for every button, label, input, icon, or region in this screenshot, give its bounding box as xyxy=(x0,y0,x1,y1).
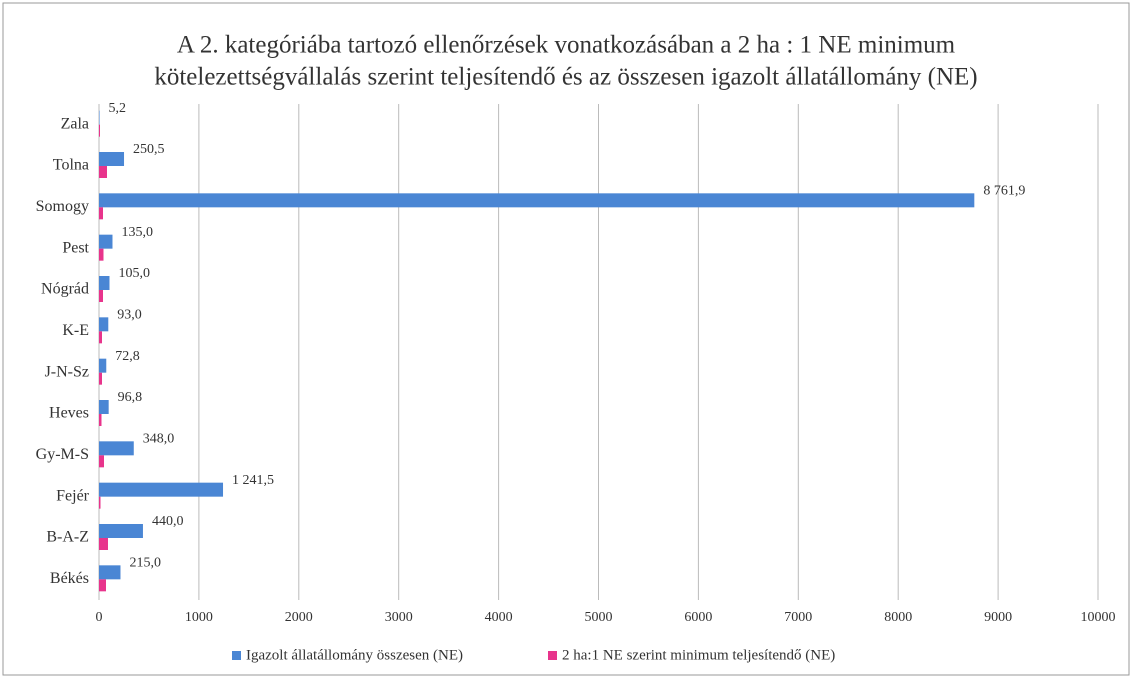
y-tick-label: Békés xyxy=(50,570,89,587)
bar xyxy=(99,524,143,538)
bar xyxy=(99,207,103,220)
bar xyxy=(99,372,102,385)
data-label: 1 241,5 xyxy=(232,473,274,488)
legend-label: 2 ha:1 NE szerint minimum teljesítendő (… xyxy=(562,647,835,663)
x-tick-label: 0 xyxy=(96,610,103,625)
bar xyxy=(99,331,102,344)
y-tick-label: Nógrád xyxy=(41,281,89,298)
data-label: 250,5 xyxy=(133,142,165,157)
y-tick-label: K-E xyxy=(62,322,89,339)
bar xyxy=(99,290,103,302)
bar xyxy=(99,110,100,125)
x-tick-label: 10000 xyxy=(1081,610,1116,625)
bar xyxy=(99,414,102,426)
bar xyxy=(99,358,107,373)
data-label: 96,8 xyxy=(118,390,143,405)
x-tick-label: 4000 xyxy=(485,610,513,625)
y-tick-label: Tolna xyxy=(53,157,89,174)
bar xyxy=(99,538,108,550)
bar xyxy=(99,276,110,290)
x-tick-label: 6000 xyxy=(684,610,712,625)
data-label: 105,0 xyxy=(118,266,150,281)
y-tick-label: Gy-M-S xyxy=(36,446,89,463)
data-label: 215,0 xyxy=(129,556,161,571)
x-tick-label: 7000 xyxy=(784,610,812,625)
x-tick-label: 8000 xyxy=(884,610,912,625)
data-label: 348,0 xyxy=(143,432,175,447)
bar xyxy=(99,124,100,137)
data-label: 135,0 xyxy=(121,225,153,240)
legend-swatch xyxy=(232,651,241,660)
data-label: 440,0 xyxy=(152,514,184,529)
bar xyxy=(99,234,113,249)
legend-swatch xyxy=(548,651,557,660)
bar xyxy=(99,441,134,456)
bar xyxy=(99,565,121,580)
bar xyxy=(99,193,975,208)
y-tick-label: Heves xyxy=(49,405,89,422)
x-tick-label: 3000 xyxy=(385,610,413,625)
bar xyxy=(99,400,109,414)
y-tick-label: B-A-Z xyxy=(46,529,89,546)
bar xyxy=(99,248,104,261)
x-tick-label: 2000 xyxy=(285,610,313,625)
chart-title: kötelezettségvállalás szerint teljesíten… xyxy=(154,64,977,91)
y-tick-label: J-N-Sz xyxy=(45,363,89,380)
legend-label: Igazolt állatállomány összesen (NE) xyxy=(246,647,463,663)
bar xyxy=(99,317,109,332)
bar xyxy=(99,482,224,497)
chart-title: A 2. kategóriába tartozó ellenőrzések vo… xyxy=(177,32,956,59)
x-tick-label: 9000 xyxy=(984,610,1012,625)
data-label: 93,0 xyxy=(117,308,142,323)
y-tick-label: Somogy xyxy=(36,198,89,215)
data-label: 8 761,9 xyxy=(983,184,1025,199)
bar xyxy=(99,496,101,509)
y-tick-label: Fejér xyxy=(56,487,90,504)
bar xyxy=(99,579,106,592)
x-tick-label: 5000 xyxy=(585,610,613,625)
x-tick-label: 1000 xyxy=(185,610,213,625)
y-tick-label: Pest xyxy=(62,239,89,256)
bar xyxy=(99,166,107,178)
bar xyxy=(99,455,104,468)
data-label: 72,8 xyxy=(115,349,140,364)
bar xyxy=(99,152,125,166)
y-tick-label: Zala xyxy=(61,115,89,132)
data-label: 5,2 xyxy=(109,101,127,116)
